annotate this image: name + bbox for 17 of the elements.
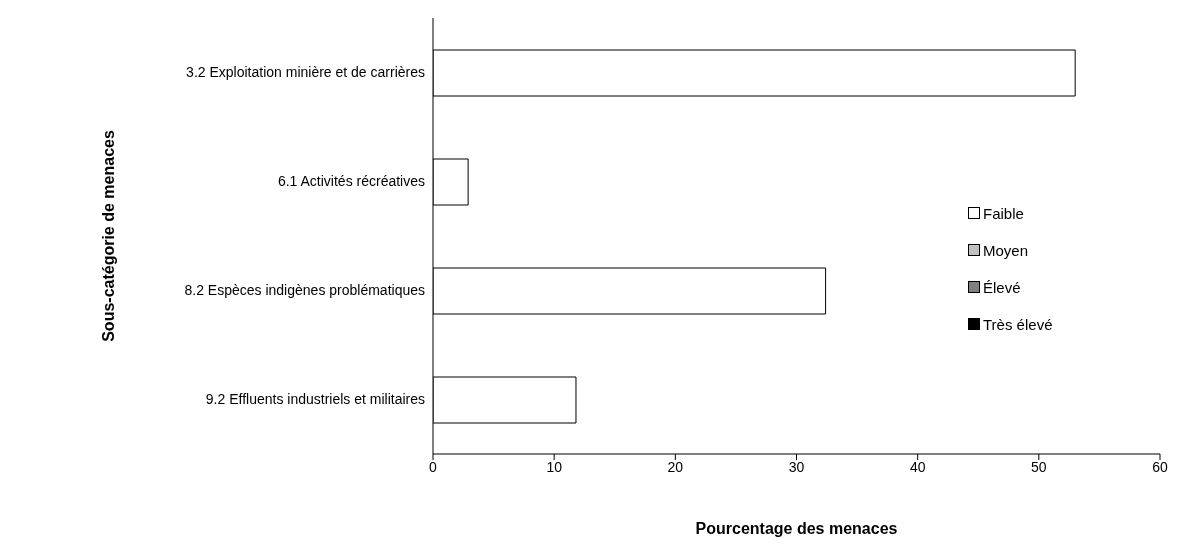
y-tick-label: 6.1 Activités récréatives — [277, 173, 425, 190]
x-tick-label: 50 — [1031, 458, 1047, 475]
x-tick-label: 0 — [429, 458, 438, 475]
y-axis-title: Sous-catégorie de menaces — [99, 130, 117, 342]
x-tick-label: 60 — [1152, 458, 1168, 475]
legend-label: Très élevé — [983, 315, 1053, 333]
y-tick-label: 3.2 Exploitation minière et de carrières — [186, 64, 425, 81]
x-tick-label: 10 — [546, 458, 563, 475]
x-tick-label: 40 — [909, 458, 926, 475]
legend-label: Moyen — [983, 241, 1029, 259]
y-tick-label: 8.2 Espèces indigènes problématiques — [184, 282, 425, 299]
legend-label: Faible — [983, 204, 1024, 222]
legend-label: Élevé — [983, 278, 1021, 296]
x-tick-label: 30 — [788, 458, 805, 475]
x-tick-label: 20 — [667, 458, 684, 475]
x-axis-title: Pourcentage des menaces — [695, 520, 898, 537]
y-tick-label: 9.2 Effluents industriels et militaires — [205, 391, 425, 408]
